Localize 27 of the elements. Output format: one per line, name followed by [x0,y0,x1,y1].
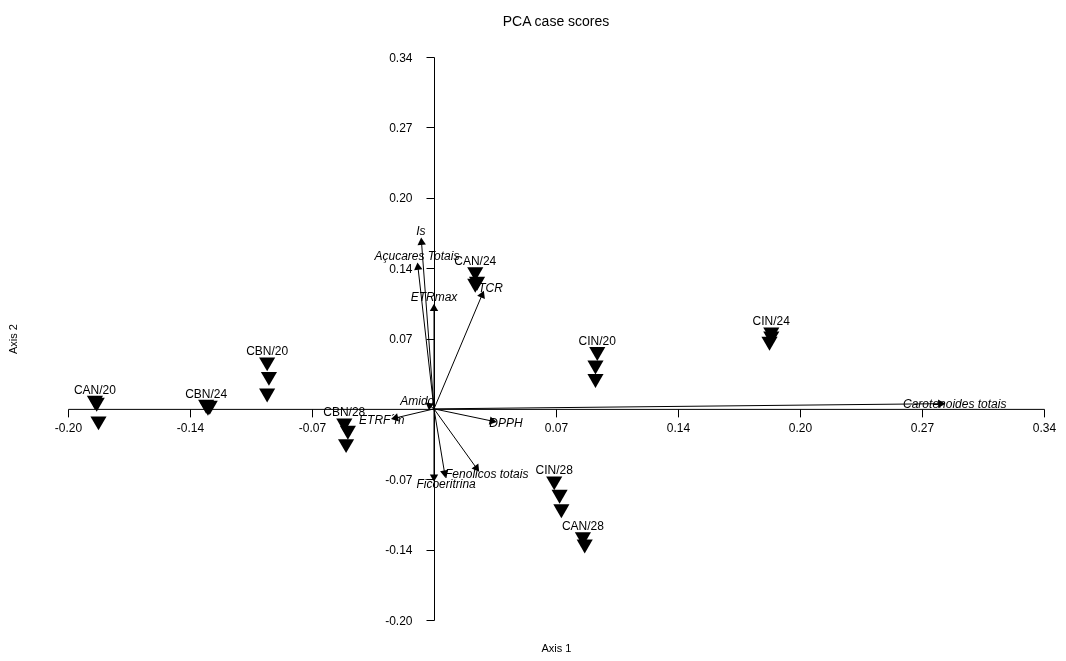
x-tick-label: -0.14 [176,421,205,436]
x-tick-label: 0.07 [544,421,569,436]
y-tick-label: 0.14 [389,261,413,276]
series-label: Is [416,224,426,239]
series-label: CAN/20 [73,382,117,397]
y-tick-label: -0.20 [385,613,413,628]
series-label: CIN/20 [578,334,617,349]
y-tick-label: 0.20 [389,191,413,206]
x-tick-label: 0.27 [910,421,935,436]
series-label: CIN/24 [752,314,791,329]
chart-title: PCA case scores [502,13,610,29]
series-label: CAN/28 [561,519,605,534]
y-tick-label: -0.07 [385,472,413,487]
y-tick-label: 0.34 [389,50,413,65]
y-tick-label: 0.07 [389,332,413,346]
series-label: CBN/24 [185,386,228,401]
y-axis-title: Axis 2 [6,324,19,354]
x-tick-label: -0.20 [54,421,83,436]
series-label: CBN/20 [246,344,289,359]
x-tick-label: 0.20 [788,421,813,436]
y-tick-label: -0.14 [385,543,413,558]
x-tick-label: 0.14 [666,421,691,436]
y-tick-label: 0.27 [389,120,413,135]
series-label: CIN/28 [535,463,574,478]
x-axis-title: Axis 1 [541,641,572,654]
x-tick-label: 0.34 [1032,421,1057,436]
x-tick-label: -0.07 [298,421,327,436]
